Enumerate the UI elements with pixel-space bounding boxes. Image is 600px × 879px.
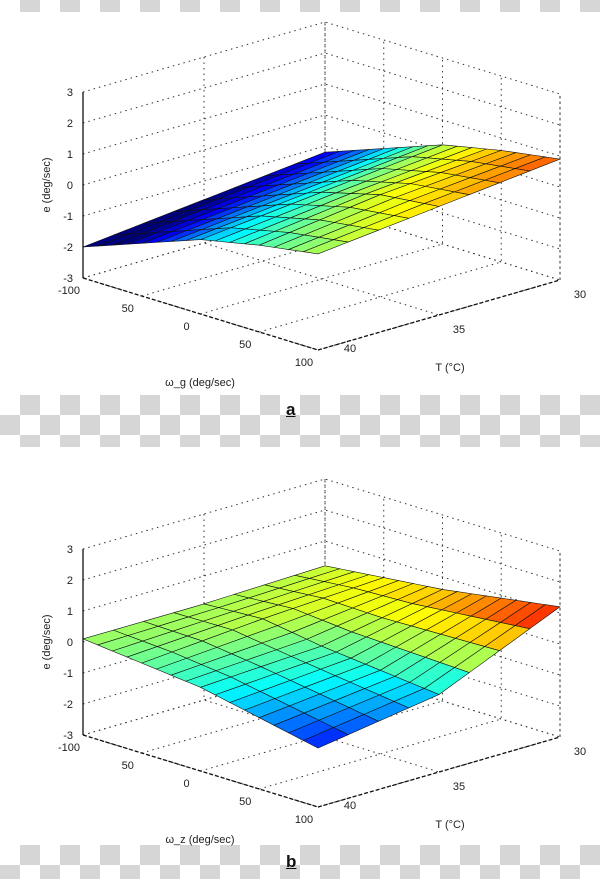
grid-line bbox=[203, 514, 440, 773]
grid-line bbox=[82, 540, 561, 614]
z-tick-label: -3 bbox=[63, 273, 73, 285]
x-tick-label: 100 bbox=[295, 357, 313, 369]
x-tick-label: -100 bbox=[58, 742, 80, 754]
z-tick-label: -1 bbox=[63, 668, 73, 680]
surface-plot-a: 3 2 1 0 -1 -2 -3-100 50 0 50 100 40 35 30 e (deg/sec) ω… bbox=[41, 21, 586, 389]
x-tick-label: 0 bbox=[183, 321, 189, 333]
y-axis bbox=[317, 279, 561, 351]
x-axis-label: ω_g (deg/sec) bbox=[165, 377, 235, 389]
y-tick-label: 40 bbox=[344, 800, 356, 812]
grid-line bbox=[200, 58, 443, 315]
grid-line bbox=[82, 664, 561, 738]
grid-line bbox=[324, 22, 561, 281]
z-tick-label: -1 bbox=[63, 211, 73, 223]
grid-line bbox=[82, 52, 561, 126]
panel-label-b: b bbox=[286, 852, 297, 871]
transparency-background-top bbox=[0, 0, 600, 12]
grid-line bbox=[317, 551, 561, 808]
x-axis bbox=[82, 277, 319, 351]
z-tick-label: 0 bbox=[67, 637, 73, 649]
y-tick-label: 40 bbox=[344, 343, 356, 355]
z-tick-label: 1 bbox=[67, 606, 73, 618]
x-tick-label: 50 bbox=[122, 760, 134, 772]
grid-line bbox=[200, 515, 443, 772]
y-axis bbox=[317, 736, 561, 808]
x-tick-label: 50 bbox=[122, 303, 134, 315]
z-tick-label: 2 bbox=[67, 575, 73, 587]
y-tick-label: 35 bbox=[453, 324, 465, 336]
z-tick-label: 3 bbox=[67, 87, 73, 99]
grid-line bbox=[141, 40, 385, 297]
z-tick-label: 0 bbox=[67, 180, 73, 192]
surface-plot-b: 3 2 1 0 -1 -2 -3-100 50 0 50 100 40 35 30 e (deg/sec) ω… bbox=[41, 478, 586, 846]
surface-patch bbox=[302, 239, 350, 255]
x-axis bbox=[82, 734, 319, 808]
grid-line bbox=[259, 533, 502, 790]
grid-line bbox=[82, 633, 561, 707]
z-tick-label: -2 bbox=[63, 699, 73, 711]
grid-line bbox=[259, 76, 502, 333]
x-tick-label: -100 bbox=[58, 285, 80, 297]
grid-line bbox=[82, 83, 561, 157]
x-tick-label: 50 bbox=[239, 796, 251, 808]
grid-line bbox=[82, 21, 561, 95]
z-tick-label: 3 bbox=[67, 544, 73, 556]
z-tick-label: 1 bbox=[67, 149, 73, 161]
grid-line bbox=[82, 145, 561, 219]
y-tick-label: 30 bbox=[574, 289, 586, 301]
transparency-background-middle bbox=[0, 395, 600, 447]
grid-line bbox=[141, 497, 385, 754]
grid-line bbox=[82, 114, 561, 188]
transparency-background-bottom bbox=[0, 845, 600, 879]
grid-line bbox=[82, 509, 561, 583]
y-tick-label: 35 bbox=[453, 781, 465, 793]
surface-patch bbox=[82, 233, 129, 248]
panel-label-a: a bbox=[286, 400, 296, 419]
grid-line bbox=[82, 478, 561, 552]
surface-patch bbox=[302, 727, 349, 749]
x-tick-label: 50 bbox=[239, 339, 251, 351]
x-axis-label: ω_z (deg/sec) bbox=[165, 834, 234, 846]
grid-line bbox=[82, 207, 561, 281]
y-axis-label: T (°C) bbox=[435, 819, 464, 831]
z-tick-label: -3 bbox=[63, 730, 73, 742]
z-axis-label: e (deg/sec) bbox=[41, 157, 53, 212]
z-tick-label: 2 bbox=[67, 118, 73, 130]
y-tick-label: 30 bbox=[574, 746, 586, 758]
grid-line bbox=[203, 57, 440, 316]
grid-line bbox=[324, 479, 561, 738]
z-tick-label: -2 bbox=[63, 242, 73, 254]
x-tick-label: 100 bbox=[295, 814, 313, 826]
x-tick-label: 0 bbox=[183, 778, 189, 790]
grid-line bbox=[317, 94, 561, 351]
z-axis-label: e (deg/sec) bbox=[41, 614, 53, 669]
y-axis-label: T (°C) bbox=[435, 362, 464, 374]
